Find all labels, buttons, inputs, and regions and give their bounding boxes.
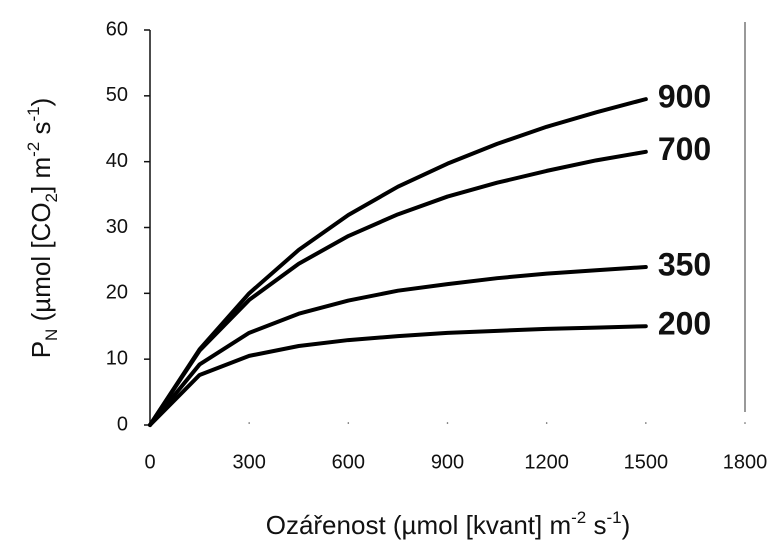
x-tick-label: 1200	[524, 451, 569, 473]
x-tick	[248, 422, 250, 424]
y-tick-label: 50	[106, 84, 128, 106]
x-tick-label: 300	[232, 451, 265, 473]
series-label: 900	[658, 79, 711, 115]
x-tick-label: 900	[431, 451, 464, 473]
x-tick-label: 0	[144, 451, 155, 473]
series-line	[148, 149, 648, 427]
y-tick-label: 10	[106, 347, 128, 369]
x-tick-label: 1500	[624, 451, 669, 473]
series-line	[148, 265, 648, 427]
series-label: 700	[658, 131, 711, 167]
y-tick-label: 60	[106, 18, 128, 40]
x-tick-label: 1800	[723, 451, 768, 473]
y-tick-label: 30	[106, 216, 128, 238]
x-tick	[446, 422, 449, 424]
x-tick	[545, 422, 548, 424]
y-tick-label: 40	[106, 150, 128, 172]
y-tick-label: 0	[117, 413, 128, 435]
y-tick-label: 20	[106, 282, 128, 304]
x-tick	[645, 422, 647, 424]
series-line	[148, 97, 648, 427]
x-tick-label: 600	[332, 451, 365, 473]
series-label: 350	[658, 246, 711, 282]
x-axis-label: Ozářenost (µmol [kvant] m-2 s-1)	[266, 508, 631, 540]
series-line	[148, 324, 648, 427]
x-tick	[347, 422, 350, 424]
series-label: 200	[658, 306, 711, 342]
y-axis-label: PN (µmol [CO2] m-2 s-1)	[24, 98, 61, 359]
x-tick	[744, 422, 746, 424]
